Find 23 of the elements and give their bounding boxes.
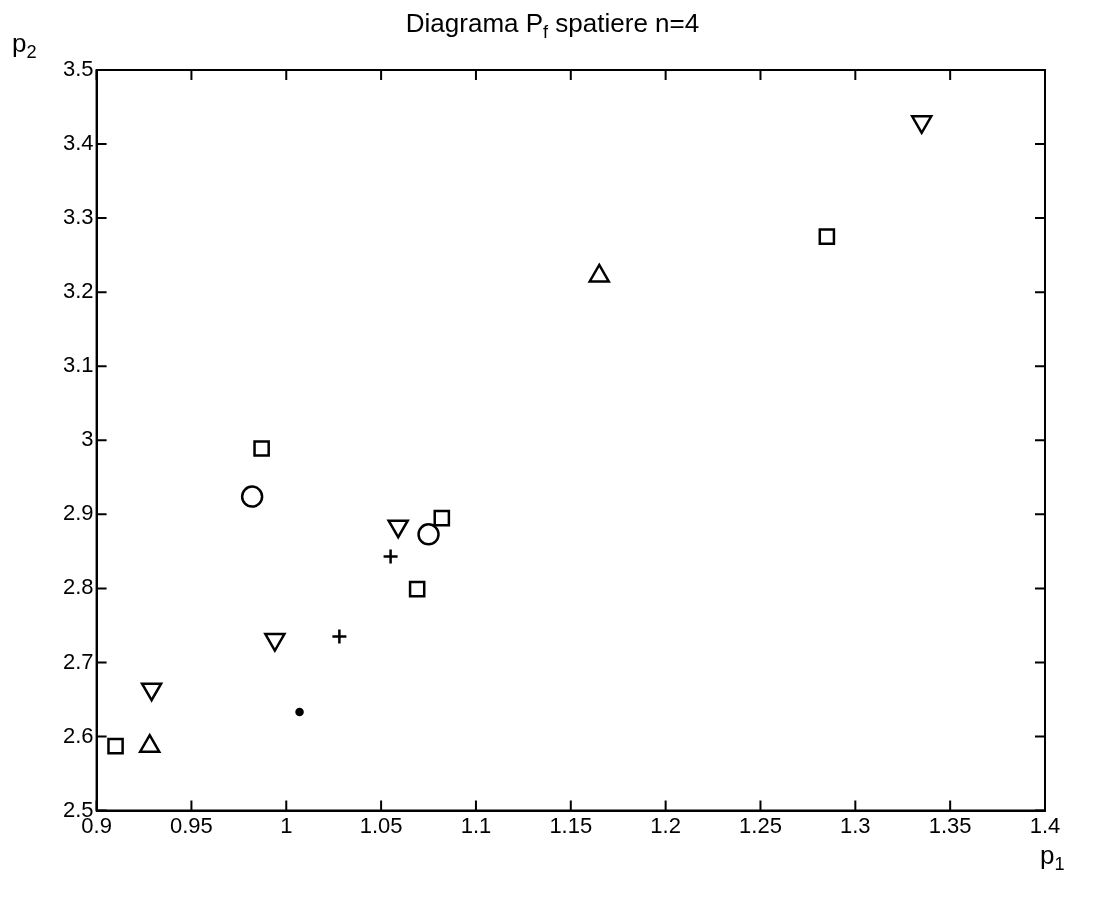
y-tick-label: 2.8 <box>62 574 94 600</box>
y-axis-title: p$_{2}$ <box>12 28 37 64</box>
x-tick-label: 1.05 <box>359 812 403 838</box>
y-tick-label: 2.6 <box>62 722 94 748</box>
x-tick-label: 1.4 <box>1029 812 1061 838</box>
y-tick-label: 3.5 <box>62 56 94 82</box>
y-tick-label: 2.7 <box>62 648 94 674</box>
x-tick-label: 1 <box>280 812 293 838</box>
y-tick-label: 3.1 <box>62 352 94 378</box>
y-tick-label: 3.4 <box>62 130 94 156</box>
x-tick-label: 1.15 <box>549 812 593 838</box>
x-tick-label: 1.3 <box>840 812 871 838</box>
y-tick-label: 2.9 <box>62 500 94 526</box>
x-tick-label: 1.25 <box>739 812 782 838</box>
x-axis-title: p$_{1}$ <box>1040 840 1065 876</box>
y-tick-label: 3 <box>81 426 94 452</box>
chart-title: Diagrama P$_{f}$ spatiere n=4 <box>404 8 701 44</box>
x-tick-label: 1.1 <box>460 812 492 838</box>
y-tick-label: 3.3 <box>62 204 94 230</box>
x-tick-label: 0.95 <box>170 812 213 838</box>
x-tick-label: 1.35 <box>928 812 972 838</box>
y-tick-label: 3.2 <box>62 278 94 304</box>
x-tick-label: 1.2 <box>650 812 681 838</box>
